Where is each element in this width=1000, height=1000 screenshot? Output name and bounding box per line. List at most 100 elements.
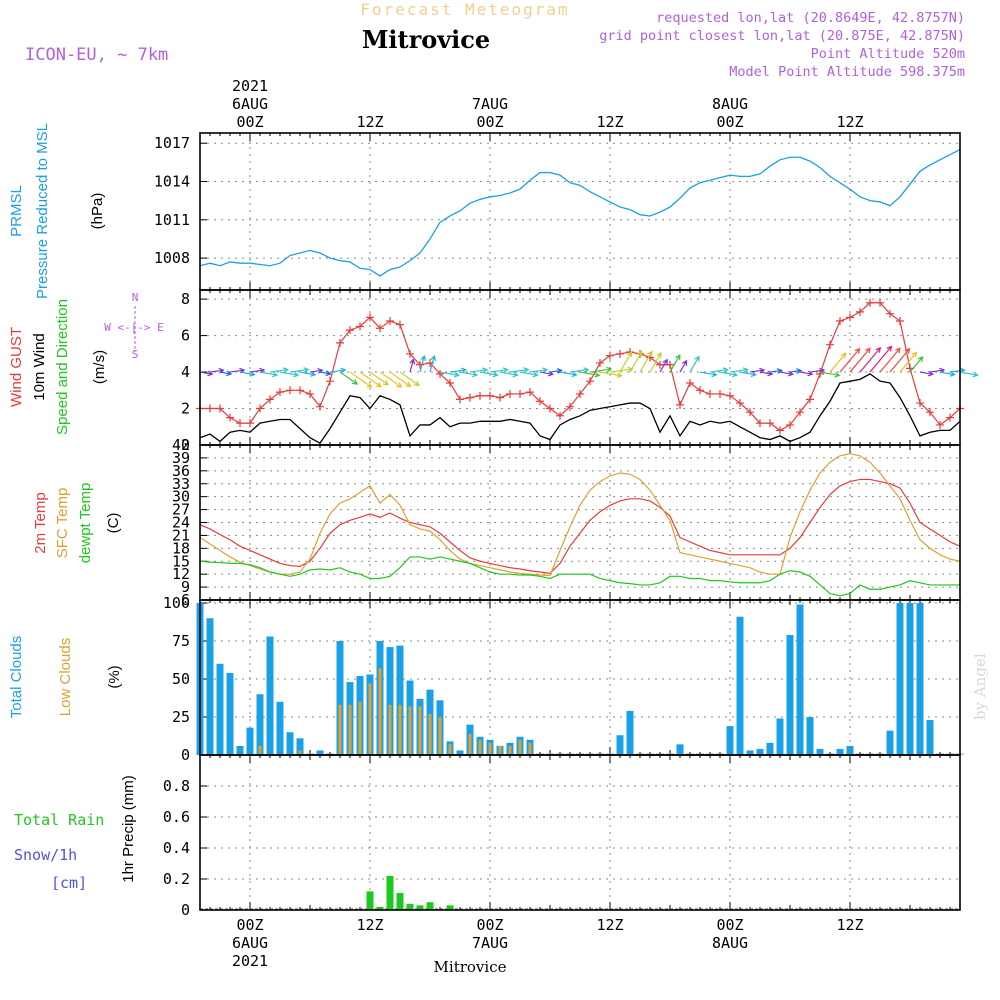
time-label-bottom: 00Z (716, 916, 743, 934)
snow-label: Snow/1h (14, 846, 77, 864)
wind-direction-arrow (789, 368, 803, 374)
total-clouds-bar (756, 748, 764, 755)
header-subtitle: Forecast Meteogram (360, 0, 569, 19)
total-clouds-bar (456, 750, 464, 755)
time-label-top: 00Z (716, 113, 743, 131)
low-clouds-bar (368, 683, 372, 755)
total-clouds-bar (206, 618, 214, 755)
panel-5-grid (200, 755, 960, 911)
gust-point (616, 349, 624, 358)
y-tick-label: 1014 (154, 173, 190, 191)
gust-point (806, 395, 814, 404)
total-clouds-bar (256, 694, 264, 755)
panel-2-grid (200, 290, 960, 446)
y-tick-label: 36 (172, 462, 190, 480)
gust-point (926, 408, 934, 417)
total-clouds-bar (736, 616, 744, 755)
total-clouds-bar (846, 745, 854, 755)
wind-direction-arrow (729, 367, 749, 374)
gust-point (556, 411, 564, 420)
wind-direction-arrow (599, 371, 623, 379)
wind-direction-arrow (649, 351, 662, 373)
total-rain-label: Total Rain (14, 811, 104, 829)
wind-direction-arrow (799, 370, 814, 377)
wind-direction-arrow (409, 358, 416, 373)
y-tick-label: 100 (163, 594, 190, 612)
y-tick-label: 27 (172, 501, 190, 519)
low-clouds-bar (428, 713, 432, 755)
total-clouds-bar (886, 730, 894, 755)
low-clouds-bar (298, 750, 302, 755)
wind-direction-arrow (359, 371, 382, 388)
wind-direction-arrow (859, 346, 882, 373)
time-label-bottom: 2021 (232, 952, 268, 970)
low-clouds-bar (438, 717, 442, 755)
gust-point (226, 413, 234, 422)
wind-direction-arrow (279, 371, 300, 378)
pressure-axis-label: Pressure Reduced to MSL (34, 123, 51, 299)
wind-direction-arrow (669, 354, 681, 373)
panel-4-grid (200, 600, 960, 756)
time-label-top: 2021 (232, 77, 268, 95)
y-tick-label: 0.4 (163, 839, 190, 857)
gust-point (366, 313, 374, 322)
time-label-top: 12Z (836, 113, 863, 131)
gust-point (766, 419, 774, 428)
gust-point (476, 391, 484, 400)
gust-point (746, 408, 754, 417)
low-clouds-bar (398, 704, 402, 755)
total-clouds-bar (786, 634, 794, 755)
snow-unit-label: [cm] (51, 874, 87, 892)
wind-direction-arrow (629, 350, 643, 373)
rain-bar (446, 905, 454, 910)
header-location: Mitrovice (362, 25, 490, 54)
total-clouds-bar (796, 604, 804, 755)
gust-point (266, 395, 274, 404)
gust-point (566, 402, 574, 411)
wind-direction-arrow (849, 347, 871, 373)
wind-direction-arrow (889, 347, 911, 373)
rain-bar (416, 905, 424, 910)
wind-direction-arrow (419, 354, 427, 373)
gust-point (946, 413, 954, 422)
total-clouds-bar (776, 718, 784, 755)
header-gridpoint: grid point closest lon,lat (20.875E, 42.… (599, 28, 965, 44)
gust-point (446, 379, 454, 387)
gust-point (726, 391, 734, 400)
time-label-bottom: 6AUG (232, 934, 268, 952)
gust-point (736, 399, 744, 408)
gust-point (856, 307, 864, 316)
total-clouds-bar (726, 726, 734, 755)
y-tick-label: 30 (172, 488, 190, 506)
gust-point (576, 389, 584, 398)
wind-direction-arrow (619, 350, 633, 373)
low-clouds-bar (518, 739, 522, 755)
wind-direction-arrow (559, 371, 578, 378)
total-clouds-bar (246, 727, 254, 755)
wind-direction-arrow (259, 371, 279, 378)
wind-direction-arrow (429, 354, 437, 373)
temp-2m-line (199, 478, 961, 574)
wind-direction-arrow (739, 371, 757, 378)
dewpt-temp-line (199, 556, 960, 597)
y-tick-label: 2 (181, 400, 190, 418)
wind-direction-arrow (869, 345, 893, 373)
y-tick-label: 12 (172, 565, 190, 583)
total-clouds-bar (906, 603, 914, 755)
wind-direction-arrow (639, 350, 653, 373)
y-tick-label: 8 (181, 290, 190, 308)
gust-point (336, 338, 344, 347)
panel-3-grid (200, 444, 960, 601)
y-tick-label: 0 (181, 901, 190, 919)
wind-direction-arrow (239, 371, 256, 377)
low-clouds-bar (488, 742, 492, 755)
wind-direction-axis-label: Speed and Direction (54, 299, 71, 435)
low-clouds-bar (528, 742, 532, 755)
wind-direction-arrow (469, 367, 489, 374)
time-label-top: 12Z (596, 113, 623, 131)
compass-south: S (132, 348, 139, 361)
low-clouds-bar (498, 745, 502, 755)
gust-point (456, 395, 464, 404)
time-label-bottom: 12Z (596, 916, 623, 934)
time-label-top: 12Z (356, 113, 383, 131)
